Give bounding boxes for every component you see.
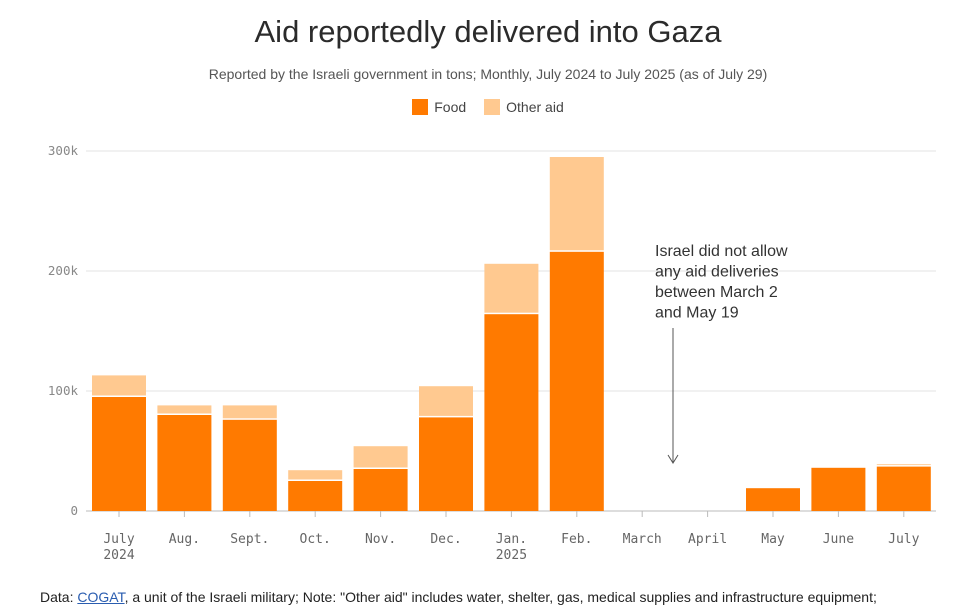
footer-text: , a unit of the Israeli military; Note: … <box>124 589 877 605</box>
x-tick-label: July <box>103 532 134 547</box>
x-tick-label: 2024 <box>103 548 134 563</box>
bar-food <box>549 251 604 512</box>
chart-subtitle: Reported by the Israeli government in to… <box>208 66 768 82</box>
footer-prefix: Data: <box>40 589 78 605</box>
x-tick-label: 2025 <box>496 548 527 563</box>
annotation-text: any aid deliveries <box>655 264 779 281</box>
annotation-text: and May 19 <box>655 305 739 322</box>
bar-other-aid <box>419 386 473 416</box>
x-tick-label: Oct. <box>300 532 331 547</box>
chart-legend: Food Other aid <box>0 99 964 115</box>
bar-other-aid <box>353 446 408 468</box>
x-tick-label: July <box>888 532 919 547</box>
bar-food <box>222 419 277 511</box>
x-tick-label: May <box>761 532 785 547</box>
footer-source-link[interactable]: COGAT <box>77 589 125 605</box>
legend-swatch-food <box>412 99 429 115</box>
legend-label-food: Food <box>434 99 467 115</box>
annotation-text: Israel did not allow <box>655 243 788 260</box>
footer-note: Data: COGAT, a unit of the Israeli milit… <box>40 589 877 605</box>
bar-food <box>811 467 866 511</box>
bar-other-aid <box>549 157 604 251</box>
bar-other-aid <box>92 375 146 396</box>
bar-other-aid <box>157 405 212 414</box>
bar-other-aid <box>222 405 277 419</box>
bar-food <box>419 417 473 511</box>
x-tick-label: March <box>623 532 662 547</box>
x-tick-label: Sept. <box>230 532 269 547</box>
annotation-arrow-head <box>667 454 679 464</box>
legend-swatch-other-aid <box>484 99 501 115</box>
chart-title: Aid reportedly delivered into Gaza <box>254 14 722 49</box>
x-tick-label: Feb. <box>561 532 592 547</box>
x-tick-label: Dec. <box>430 532 461 547</box>
y-tick-label: 200k <box>48 263 79 278</box>
legend-label-other-aid: Other aid <box>506 99 564 115</box>
x-tick-label: Nov. <box>365 532 396 547</box>
y-tick-label: 100k <box>48 383 79 398</box>
bar-food <box>484 314 539 511</box>
bar-food <box>288 481 343 511</box>
bar-food <box>876 466 931 511</box>
x-tick-label: Aug. <box>169 532 200 547</box>
annotation-text: between March 2 <box>655 284 778 301</box>
bar-other-aid <box>288 470 343 480</box>
x-tick-label: June <box>823 532 854 547</box>
bar-food <box>746 488 800 511</box>
x-tick-label: April <box>688 532 727 547</box>
bar-food <box>353 469 408 511</box>
y-tick-label: 0 <box>70 503 78 518</box>
bar-other-aid <box>484 263 539 313</box>
bar-other-aid <box>876 464 931 466</box>
bar-food <box>92 397 146 511</box>
y-tick-label: 300k <box>48 143 79 158</box>
legend-item-food: Food <box>412 99 466 115</box>
bar-food <box>157 415 212 511</box>
x-tick-label: Jan. <box>496 532 527 547</box>
legend-item-other-aid: Other aid <box>484 99 564 115</box>
